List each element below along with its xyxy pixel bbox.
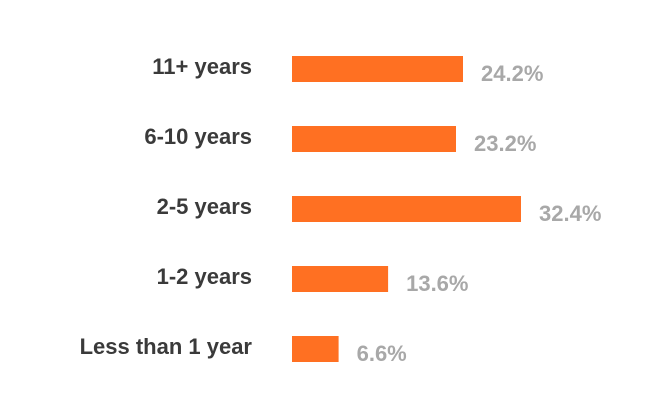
value-label: 13.6% — [406, 271, 468, 296]
value-label: 6.6% — [357, 341, 407, 366]
category-label: 6-10 years — [144, 124, 252, 149]
category-label: Less than 1 year — [80, 334, 253, 359]
bar — [292, 196, 521, 222]
value-label: 24.2% — [481, 61, 543, 86]
bar — [292, 336, 339, 362]
bar — [292, 126, 456, 152]
category-label: 1-2 years — [157, 264, 252, 289]
value-label: 32.4% — [539, 201, 601, 226]
value-label: 23.2% — [474, 131, 536, 156]
bar — [292, 56, 463, 82]
category-label: 11+ years — [152, 54, 252, 79]
category-label: 2-5 years — [157, 194, 252, 219]
bar — [292, 266, 389, 292]
